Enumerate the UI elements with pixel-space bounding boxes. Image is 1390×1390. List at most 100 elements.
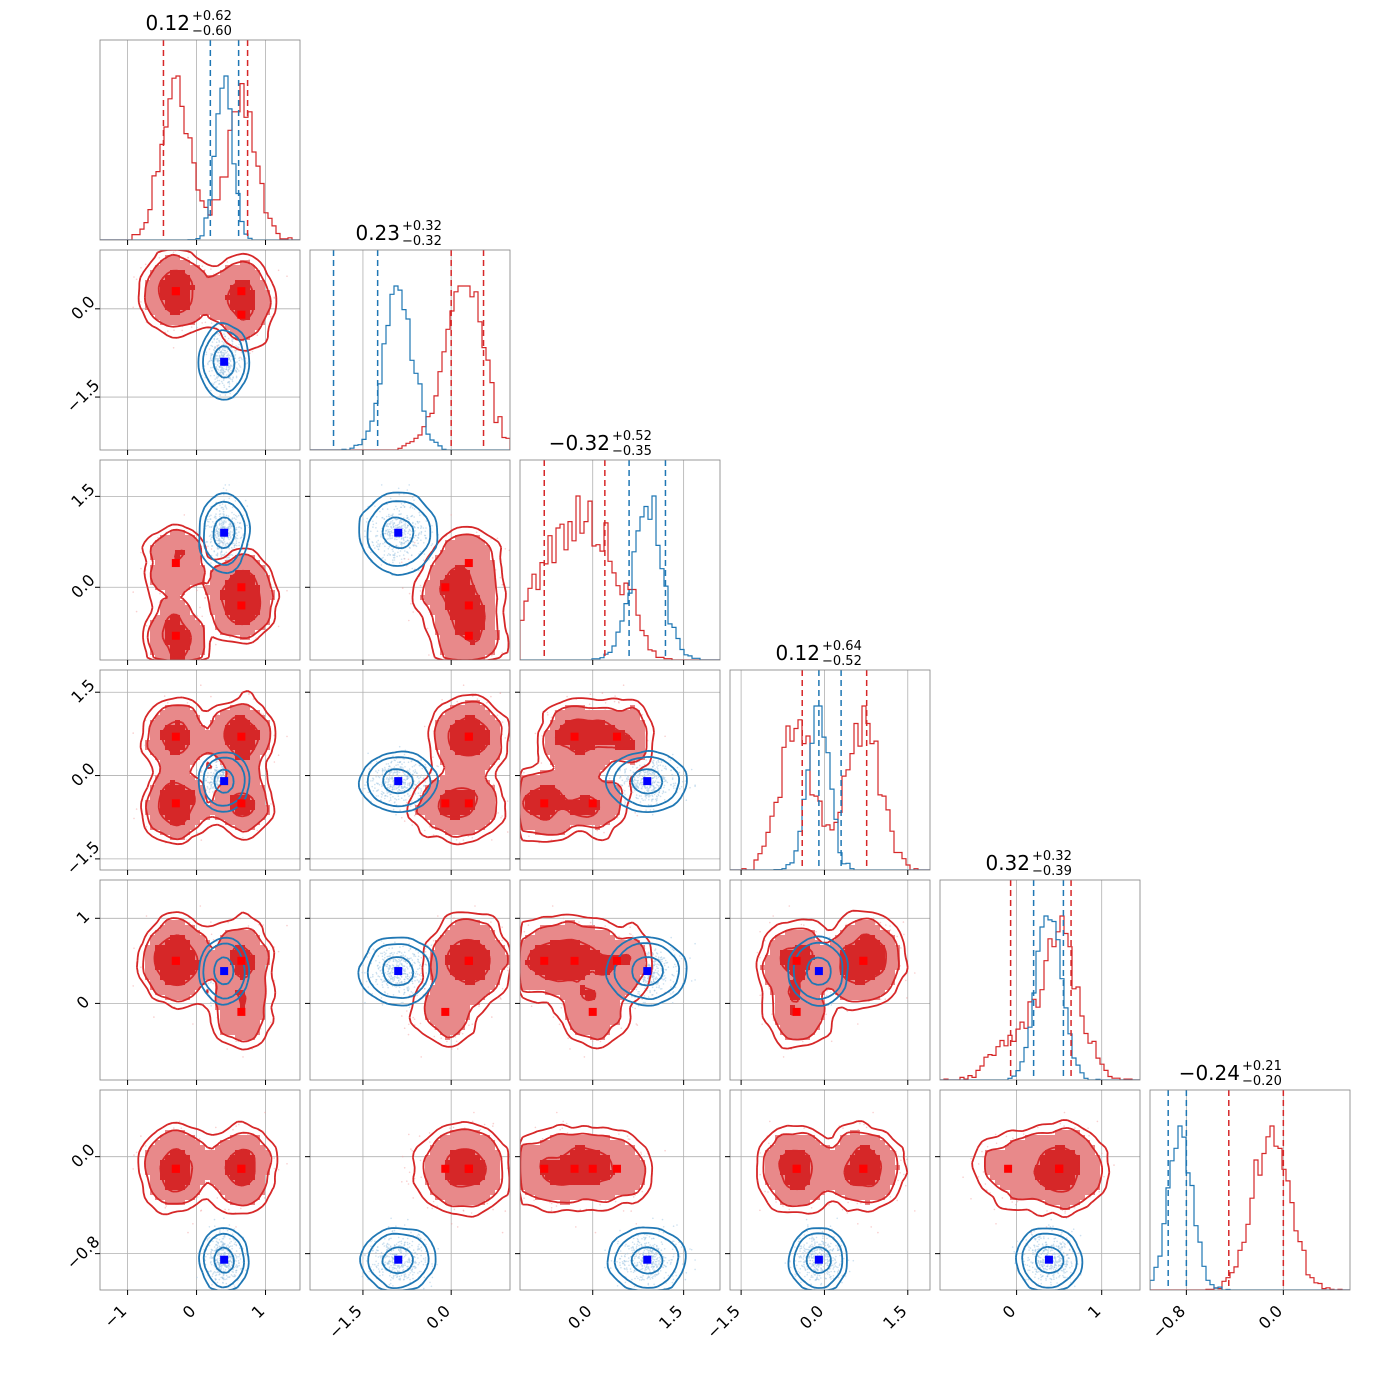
sample-point-blue xyxy=(418,569,420,572)
sample-point-blue xyxy=(367,791,370,794)
sample-point-red xyxy=(515,724,517,726)
sample-point-blue xyxy=(206,776,209,778)
sample-point-blue xyxy=(225,521,227,524)
sample-point-blue xyxy=(220,536,223,539)
sample-point-blue xyxy=(410,505,412,507)
sample-point-blue xyxy=(391,776,393,778)
sample-point-red xyxy=(249,352,251,355)
sample-point-blue xyxy=(220,350,223,352)
sample-point-red xyxy=(200,684,202,686)
sample-point-blue xyxy=(217,775,220,777)
sample-point-red xyxy=(419,590,422,592)
sample-point-blue xyxy=(215,513,217,515)
sample-point-blue xyxy=(406,775,409,777)
sample-point-red xyxy=(432,834,435,836)
sample-point-blue xyxy=(387,515,390,518)
sample-point-blue xyxy=(416,539,418,541)
sample-point-blue xyxy=(222,348,224,351)
sample-point-red xyxy=(186,702,189,704)
sample-point-blue xyxy=(416,520,419,523)
sample-point-blue xyxy=(228,526,231,528)
sample-point-red xyxy=(513,799,515,801)
panel-1-0-content xyxy=(100,250,300,450)
sample-point-blue xyxy=(418,764,421,767)
sample-point-red xyxy=(622,684,625,686)
sample-point-blue xyxy=(377,795,380,797)
sample-point-blue xyxy=(221,506,223,509)
sample-point-blue xyxy=(381,773,384,776)
sample-point-blue xyxy=(422,777,425,780)
sample-point-blue xyxy=(391,537,394,539)
sample-point-blue xyxy=(377,543,379,545)
sample-point-blue xyxy=(225,551,228,554)
sample-point-blue xyxy=(396,538,398,541)
sample-point-blue xyxy=(383,770,386,772)
sample-point-blue xyxy=(229,537,232,539)
sample-point-blue xyxy=(389,793,392,796)
sample-point-red xyxy=(476,698,479,700)
truth-marker-blue xyxy=(220,777,229,786)
sample-point-blue xyxy=(231,518,233,521)
sample-point-blue xyxy=(404,781,407,784)
sample-point-red xyxy=(475,531,478,534)
sample-point-blue xyxy=(671,778,674,781)
sample-point-blue xyxy=(385,763,388,765)
sample-point-blue xyxy=(210,359,213,362)
sample-point-blue xyxy=(400,526,403,528)
sample-point-blue xyxy=(211,345,214,348)
sample-point-blue xyxy=(377,546,379,548)
sample-point-red xyxy=(490,695,492,698)
sample-point-blue xyxy=(400,543,402,545)
red-contour-1 xyxy=(146,528,275,660)
sample-point-blue xyxy=(376,530,379,532)
blue-contour-2 xyxy=(197,322,251,401)
sample-point-blue xyxy=(380,534,382,536)
sample-point-blue xyxy=(624,793,626,796)
sample-point-blue xyxy=(223,541,226,543)
sample-point-blue xyxy=(424,763,427,766)
truth-marker-blue xyxy=(220,528,229,537)
sample-point-blue xyxy=(406,514,408,517)
sample-point-blue xyxy=(213,374,215,377)
sample-point-blue xyxy=(240,351,243,354)
sample-point-blue xyxy=(231,517,234,519)
sample-point-red xyxy=(447,665,449,667)
sample-point-blue xyxy=(229,359,232,362)
sample-point-red xyxy=(226,261,229,263)
sample-point-blue xyxy=(210,322,213,324)
sample-point-red xyxy=(500,816,502,819)
sample-point-blue xyxy=(402,554,405,556)
sample-point-blue xyxy=(409,785,411,787)
title-0-plus: +0.62 xyxy=(192,9,232,24)
sample-point-blue xyxy=(227,527,229,529)
sample-point-blue xyxy=(364,535,366,538)
sample-point-blue xyxy=(400,790,403,793)
sample-point-blue xyxy=(211,778,213,780)
sample-point-blue xyxy=(392,550,394,553)
sample-point-blue xyxy=(380,785,383,788)
sample-point-red xyxy=(277,754,280,756)
sample-point-blue xyxy=(404,533,407,536)
sample-point-blue xyxy=(229,367,231,370)
sample-point-blue xyxy=(208,515,211,518)
sample-point-blue xyxy=(648,798,650,801)
sample-point-red xyxy=(432,756,434,758)
sample-point-red xyxy=(204,597,206,599)
sample-point-blue xyxy=(418,794,421,797)
sample-point-blue xyxy=(232,376,234,378)
red-contour-1 xyxy=(421,533,499,660)
sample-point-blue xyxy=(403,520,405,523)
sample-point-blue xyxy=(238,531,240,533)
sample-point-blue xyxy=(657,793,659,796)
sample-point-blue xyxy=(663,767,666,770)
sample-point-blue xyxy=(372,778,375,780)
sample-point-red xyxy=(401,587,404,589)
sample-point-blue xyxy=(410,515,412,518)
sample-point-blue xyxy=(420,790,423,792)
sample-point-blue xyxy=(229,531,231,534)
sample-point-red xyxy=(534,732,537,735)
sample-point-red xyxy=(471,695,474,697)
sample-point-blue xyxy=(388,537,390,540)
sample-point-blue xyxy=(222,371,224,374)
sample-point-blue xyxy=(643,763,646,766)
